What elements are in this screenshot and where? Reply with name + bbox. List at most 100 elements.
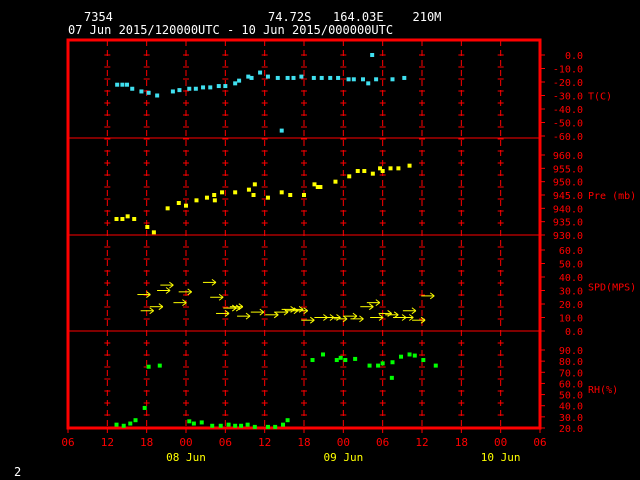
rh-point bbox=[334, 358, 339, 363]
wind-barb bbox=[237, 312, 251, 320]
pres-point bbox=[132, 217, 137, 221]
wind-barb bbox=[250, 308, 265, 316]
wind-barb-head bbox=[375, 302, 381, 307]
y-tick-label: 20.0 bbox=[559, 300, 583, 311]
wind-barb-head bbox=[245, 312, 251, 317]
temp-point bbox=[285, 75, 290, 80]
wind-barb bbox=[202, 278, 217, 286]
rh-point bbox=[433, 363, 438, 368]
temp-point bbox=[115, 82, 120, 87]
wind-barb-head bbox=[359, 315, 364, 320]
rh-point bbox=[389, 375, 394, 380]
x-tick-label: 06 bbox=[61, 436, 74, 449]
temp-point bbox=[130, 86, 135, 91]
wind-barb-head bbox=[211, 278, 217, 283]
wind-barb bbox=[327, 314, 341, 321]
wind-barb bbox=[157, 287, 171, 294]
pres-point bbox=[347, 174, 352, 179]
pres-point bbox=[184, 203, 188, 208]
y-tick-label: -30.0 bbox=[553, 92, 583, 103]
pres-point bbox=[120, 217, 125, 221]
wind-barb-head bbox=[298, 305, 304, 310]
temp-point bbox=[246, 74, 251, 79]
wind-barb-head bbox=[218, 296, 224, 301]
time-period: 07 Jun 2015/120000UTC - 10 Jun 2015/0000… bbox=[68, 23, 394, 37]
wind-barb-head bbox=[146, 291, 151, 295]
wind-barb bbox=[160, 281, 174, 289]
rh-point bbox=[142, 405, 147, 410]
wind-barb bbox=[334, 315, 348, 323]
y-tick-label: 90.0 bbox=[559, 346, 583, 357]
rh-point bbox=[421, 358, 426, 363]
wind-barb bbox=[229, 303, 244, 311]
pres-point bbox=[302, 193, 306, 197]
wind-barb-head bbox=[187, 291, 192, 296]
x-tick-label: 06 bbox=[376, 436, 389, 449]
x-tick-label: 12 bbox=[415, 436, 428, 449]
temp-point bbox=[374, 77, 379, 82]
temp-point bbox=[249, 75, 254, 80]
rh-point bbox=[285, 418, 290, 423]
rh-point bbox=[376, 363, 381, 368]
rh-point bbox=[157, 363, 162, 368]
rh-point bbox=[233, 423, 238, 428]
wind-barb-head bbox=[408, 314, 414, 318]
temp-point bbox=[279, 128, 284, 133]
temp-point bbox=[361, 77, 365, 82]
wind-barb-head bbox=[149, 307, 154, 312]
pres-point bbox=[355, 169, 360, 173]
temp-point bbox=[120, 82, 125, 87]
day-label: 08 Jun bbox=[166, 451, 206, 464]
x-tick-label: 00 bbox=[494, 436, 507, 449]
x-tick-label: 18 bbox=[140, 436, 153, 449]
y-tick-label: 60.0 bbox=[559, 246, 583, 257]
rh-point bbox=[281, 422, 286, 427]
temp-point bbox=[275, 75, 280, 80]
temp-point bbox=[125, 82, 129, 87]
pres-point bbox=[233, 190, 238, 195]
wind-barb-head bbox=[224, 310, 230, 314]
x-tick-label: 18 bbox=[297, 436, 310, 449]
wind-barb bbox=[350, 315, 364, 323]
pres-point bbox=[125, 214, 130, 219]
pres-point bbox=[114, 217, 119, 221]
rh-point bbox=[412, 353, 417, 358]
wind-barb bbox=[178, 288, 192, 296]
wind-barb bbox=[385, 311, 399, 319]
wind-barb-head bbox=[429, 295, 435, 300]
pres-point bbox=[145, 225, 150, 229]
y-tick-label: 40.0 bbox=[559, 273, 583, 284]
y-tick-label: -60.0 bbox=[553, 132, 583, 143]
rh-point bbox=[218, 423, 223, 428]
rh-point bbox=[273, 424, 278, 429]
wind-barb bbox=[301, 316, 315, 324]
pres-point bbox=[312, 182, 317, 187]
rh-point bbox=[265, 424, 270, 429]
y-tick-label: 60.0 bbox=[559, 379, 583, 390]
rh-point bbox=[321, 352, 326, 357]
y-tick-label: 960.0 bbox=[553, 151, 583, 162]
pres-point bbox=[251, 193, 256, 197]
rh-point bbox=[367, 363, 372, 368]
y-tick-label: 945.0 bbox=[553, 191, 583, 202]
wind-barb-head bbox=[245, 315, 251, 320]
panel-label: RH(%) bbox=[588, 385, 618, 396]
rh-point bbox=[239, 423, 244, 428]
wind-barb-head bbox=[182, 302, 187, 307]
rh-point bbox=[146, 364, 151, 369]
rh-point bbox=[338, 355, 343, 360]
wind-barb bbox=[366, 299, 381, 307]
wind-barb-head bbox=[259, 311, 265, 316]
pres-point bbox=[212, 193, 217, 197]
wind-barb-head bbox=[146, 294, 151, 298]
y-tick-label: 80.0 bbox=[559, 357, 583, 368]
wind-barb-head bbox=[218, 293, 224, 298]
temp-point bbox=[265, 74, 270, 79]
wind-barb-head bbox=[378, 317, 384, 321]
temp-point bbox=[402, 75, 407, 80]
wind-barb bbox=[216, 310, 230, 317]
wind-barb-head bbox=[420, 316, 426, 321]
pres-point bbox=[362, 169, 367, 173]
y-tick-label: 950.0 bbox=[553, 178, 583, 189]
